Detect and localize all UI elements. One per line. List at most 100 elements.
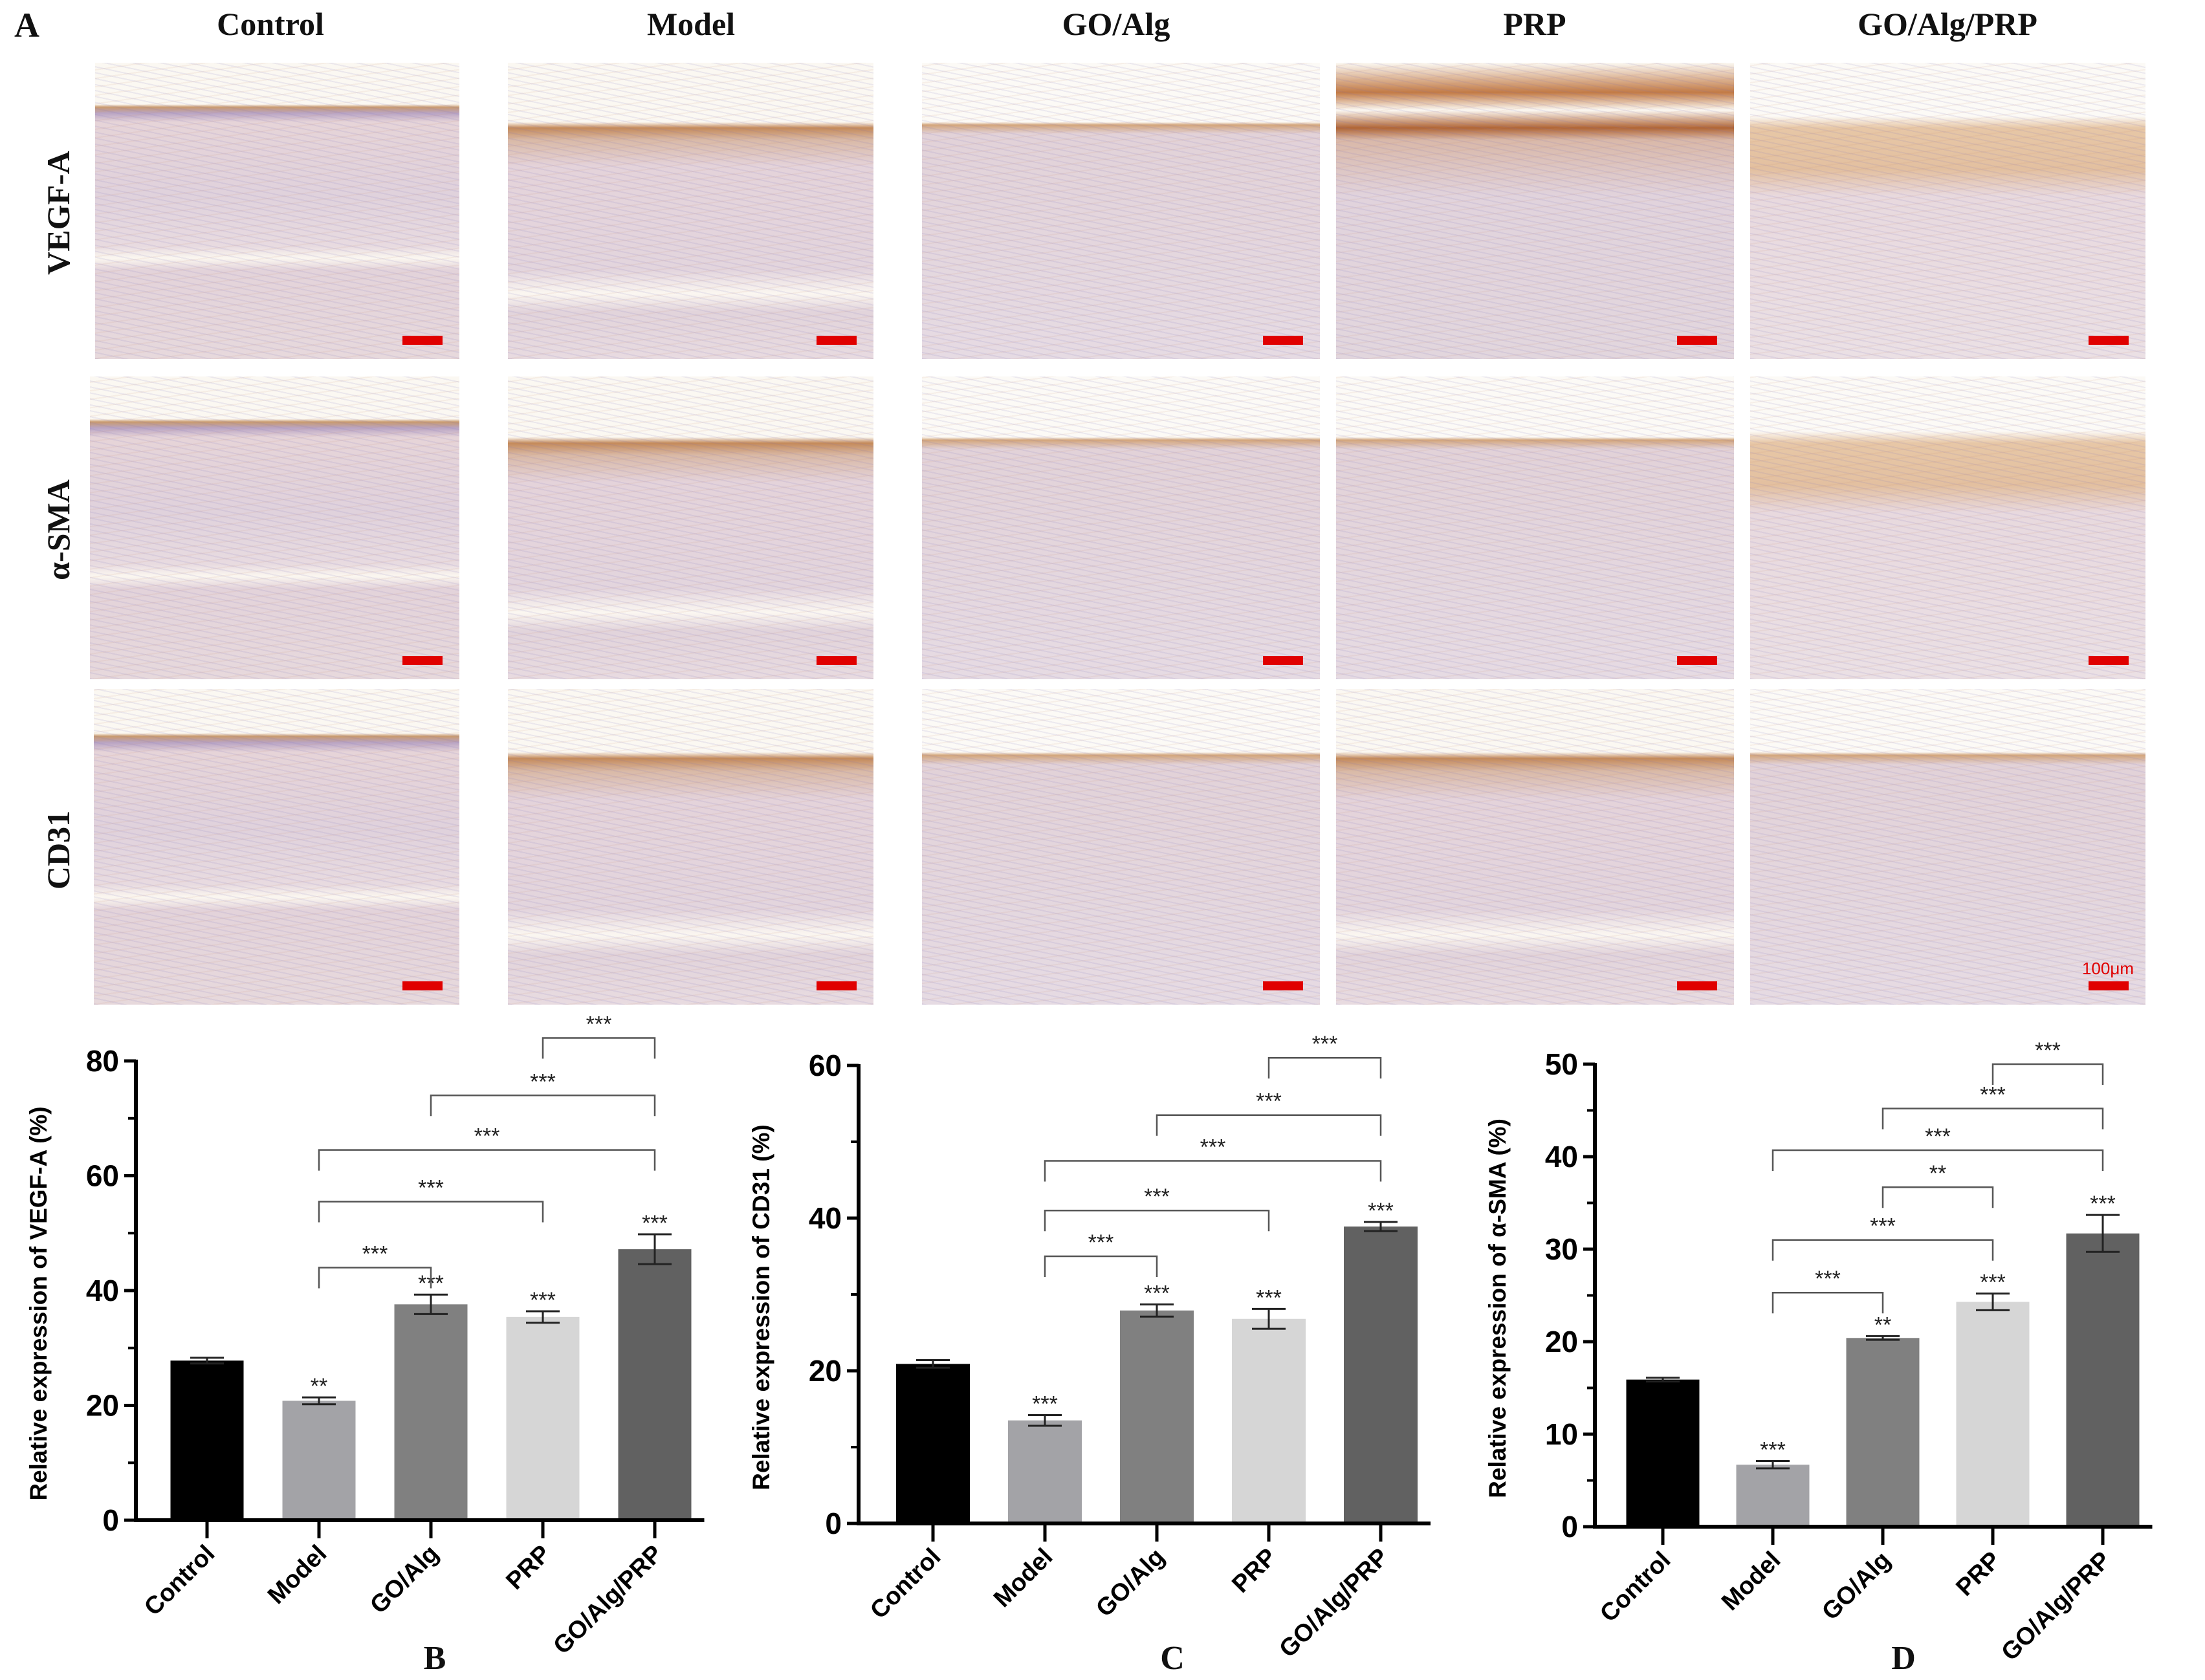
scale-bar <box>402 656 443 665</box>
column-label-model: Model <box>646 6 736 42</box>
scale-bar <box>402 981 443 990</box>
panel-letter: C <box>1160 1640 1185 1677</box>
micrograph-vegf-a-prp <box>1336 63 1734 359</box>
column-label-go-alg-prp: GO/Alg/PRP <box>1858 6 2037 42</box>
comparison-bracket: *** <box>1044 1135 1382 1182</box>
y-tick-label: 20 <box>1545 1325 1578 1358</box>
comparison-bracket: *** <box>1991 1038 2104 1085</box>
y-tick-label: 40 <box>1545 1140 1578 1173</box>
micrograph-vegf-a-model <box>508 63 873 359</box>
comparison-bracket: *** <box>1267 1032 1382 1079</box>
bar-go-alg-prp <box>2066 1233 2140 1527</box>
micrograph-vegf-a-go-alg-prp <box>1750 63 2145 359</box>
svg-text:***: *** <box>362 1242 388 1267</box>
bar-go-alg-prp <box>1344 1226 1418 1523</box>
svg-text:***: *** <box>418 1175 444 1200</box>
comparison-bracket: *** <box>1044 1184 1270 1232</box>
y-tick-label: 40 <box>86 1274 119 1307</box>
chart-alpha-sma: ****************************01020304050C… <box>1484 1038 2153 1677</box>
panel-letter-a: A <box>14 6 39 45</box>
scale-bar <box>2089 656 2129 665</box>
comparison-bracket: ** <box>1881 1161 1994 1208</box>
scale-bar <box>817 656 857 665</box>
chart-cd31: *** *** *** *** *** *** *** *** *** 0 20 40 60 Contro… <box>748 1032 1431 1677</box>
comparison-bracket: *** <box>542 1012 656 1059</box>
micrograph-cd31-control <box>94 689 459 1005</box>
micrograph-cd31-model <box>508 689 873 1005</box>
x-tick-label: GO/Alg <box>1091 1544 1170 1622</box>
svg-text:***: *** <box>1256 1089 1282 1114</box>
y-tick-label: 60 <box>86 1159 119 1193</box>
y-axis-label: Relative expression of CD31 (%) <box>748 1124 774 1490</box>
scale-bar <box>1677 656 1717 665</box>
micrograph-cd31-prp <box>1336 689 1734 1005</box>
scale-bar <box>1263 656 1303 665</box>
scale-bar <box>402 336 443 345</box>
chart-vegf-a: **************************020406080Contr… <box>25 1012 705 1677</box>
scale-bar <box>2089 336 2129 345</box>
x-tick-label: GO/Alg <box>365 1540 444 1619</box>
bar-go-alg-prp <box>618 1249 692 1520</box>
micrograph-alpha-sma-prp <box>1336 376 1734 679</box>
svg-text:***: *** <box>1815 1267 1841 1291</box>
y-tick-label: 50 <box>1545 1047 1578 1081</box>
bar-significance: *** <box>1032 1391 1058 1416</box>
micrograph-vegf-a-go-alg <box>922 63 1320 359</box>
scale-bar <box>1677 336 1717 345</box>
svg-text:***: *** <box>530 1069 556 1094</box>
scale-bar <box>817 336 857 345</box>
comparison-bracket: *** <box>318 1175 544 1223</box>
bar-significance: *** <box>1256 1285 1282 1310</box>
comparison-bracket: *** <box>1772 1124 2104 1171</box>
svg-text:***: *** <box>1925 1124 1951 1149</box>
comparison-bracket: *** <box>1772 1267 1884 1314</box>
bar-go-alg <box>394 1304 468 1520</box>
comparison-bracket: *** <box>1156 1089 1382 1136</box>
y-tick-label: 20 <box>809 1354 842 1388</box>
y-tick-label: 0 <box>825 1507 842 1540</box>
x-tick-label: Model <box>989 1544 1058 1613</box>
bar-prp <box>506 1316 580 1520</box>
scale-bar <box>1263 981 1303 990</box>
bar-model <box>282 1401 356 1520</box>
comparison-bracket: *** <box>318 1242 432 1289</box>
comparison-bracket: *** <box>430 1069 656 1117</box>
row-label-alpha-sma: α-SMA <box>40 479 76 580</box>
bar-significance: *** <box>1760 1437 1786 1462</box>
bar-model <box>1736 1465 1810 1527</box>
comparison-bracket: *** <box>1881 1083 2104 1129</box>
x-tick-label: GO/Alg <box>1817 1547 1896 1626</box>
panel-letter: D <box>1891 1640 1916 1677</box>
svg-text:***: *** <box>1144 1184 1170 1209</box>
x-tick-label: Control <box>139 1540 220 1621</box>
svg-text:**: ** <box>1929 1161 1946 1186</box>
x-tick-label: GO/Alg/PRP <box>548 1540 668 1660</box>
bar-control <box>170 1360 244 1520</box>
micrograph-alpha-sma-go-alg <box>922 376 1320 679</box>
bar-prp <box>1956 1302 2030 1527</box>
y-tick-label: 0 <box>1561 1510 1578 1544</box>
x-tick-label: GO/Alg/PRP <box>1274 1544 1394 1663</box>
svg-text:***: *** <box>1870 1214 1896 1239</box>
y-axis-label: Relative expression of VEGF-A (%) <box>25 1106 52 1500</box>
column-label-control: Control <box>217 6 324 42</box>
column-label-go-alg: GO/Alg <box>1062 6 1170 42</box>
scale-bar <box>817 981 857 990</box>
bar-significance: *** <box>642 1211 668 1236</box>
bar-significance: ** <box>311 1374 327 1399</box>
micrograph-alpha-sma-control <box>90 376 459 679</box>
x-tick-label: PRP <box>1951 1547 2006 1602</box>
micrograph-cd31-go-alg <box>922 689 1320 1005</box>
bar-prp <box>1232 1318 1306 1523</box>
svg-text:***: *** <box>474 1124 500 1149</box>
micrograph-cd31-go-alg-prp: 100μm <box>1750 689 2145 1005</box>
y-tick-label: 40 <box>809 1201 842 1235</box>
comparison-bracket: *** <box>318 1124 656 1171</box>
bar-significance: *** <box>530 1288 556 1313</box>
scale-bar <box>1263 336 1303 345</box>
row-label-cd31: CD31 <box>40 810 76 890</box>
scale-bar <box>1677 981 1717 990</box>
y-axis-label: Relative expression of α-SMA (%) <box>1484 1118 1511 1498</box>
bar-significance: *** <box>2090 1192 2116 1216</box>
x-tick-label: Model <box>263 1540 332 1609</box>
